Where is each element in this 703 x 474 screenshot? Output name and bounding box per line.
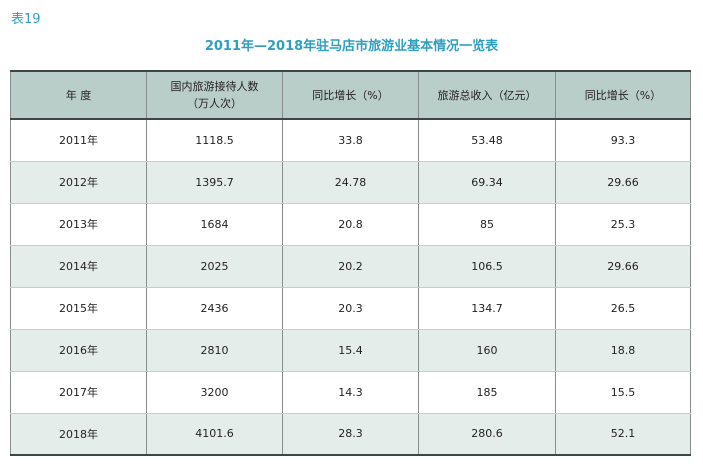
table-row: 2014年 2025 20.2 106.5 29.66	[10, 245, 691, 288]
cell-year: 2014年	[10, 245, 147, 288]
header-visitors-line1: 国内旅游接待人数	[170, 80, 259, 93]
cell-visitors: 3200	[146, 371, 283, 414]
table-number-label: 表19	[11, 12, 41, 27]
cell-visitors-growth: 20.8	[282, 203, 419, 246]
cell-revenue: 85	[418, 203, 556, 246]
table-row: 2017年 3200 14.3 185 15.5	[10, 371, 691, 414]
cell-revenue-growth: 52.1	[555, 413, 691, 456]
cell-visitors-growth: 28.3	[282, 413, 419, 456]
header-revenue: 旅游总收入（亿元）	[418, 70, 556, 120]
cell-visitors: 2025	[146, 245, 283, 288]
cell-revenue-growth: 93.3	[555, 119, 691, 162]
table-header-row: 年 度 国内旅游接待人数 （万人次） 同比增长（%） 旅游总收入（亿元） 同比增…	[10, 70, 691, 120]
cell-revenue: 280.6	[418, 413, 556, 456]
table-row: 2012年 1395.7 24.78 69.34 29.66	[10, 161, 691, 204]
cell-revenue: 185	[418, 371, 556, 414]
cell-visitors: 1118.5	[146, 119, 283, 162]
table-row: 2013年 1684 20.8 85 25.3	[10, 203, 691, 246]
table-row: 2018年 4101.6 28.3 280.6 52.1	[10, 413, 691, 456]
cell-revenue-growth: 25.3	[555, 203, 691, 246]
cell-revenue-growth: 15.5	[555, 371, 691, 414]
cell-revenue: 134.7	[418, 287, 556, 330]
table-title: 2011年—2018年驻马店市旅游业基本情况一览表	[204, 39, 499, 54]
cell-visitors: 1395.7	[146, 161, 283, 204]
cell-visitors-growth: 24.78	[282, 161, 419, 204]
table-row: 2016年 2810 15.4 160 18.8	[10, 329, 691, 372]
cell-revenue: 106.5	[418, 245, 556, 288]
cell-year: 2011年	[10, 119, 147, 162]
header-visitors: 国内旅游接待人数 （万人次）	[146, 70, 283, 120]
table-row: 2015年 2436 20.3 134.7 26.5	[10, 287, 691, 330]
cell-visitors-growth: 20.2	[282, 245, 419, 288]
cell-revenue-growth: 29.66	[555, 245, 691, 288]
header-visitors-line2: （万人次）	[187, 97, 242, 110]
cell-revenue: 53.48	[418, 119, 556, 162]
tourism-data-table: 年 度 国内旅游接待人数 （万人次） 同比增长（%） 旅游总收入（亿元） 同比增…	[10, 70, 691, 456]
cell-year: 2017年	[10, 371, 147, 414]
cell-revenue-growth: 26.5	[555, 287, 691, 330]
cell-revenue-growth: 29.66	[555, 161, 691, 204]
cell-revenue: 160	[418, 329, 556, 372]
header-year: 年 度	[10, 70, 147, 120]
cell-visitors-growth: 33.8	[282, 119, 419, 162]
cell-year: 2016年	[10, 329, 147, 372]
header-visitors-growth: 同比增长（%）	[282, 70, 419, 120]
cell-year: 2015年	[10, 287, 147, 330]
cell-visitors-growth: 20.3	[282, 287, 419, 330]
cell-year: 2012年	[10, 161, 147, 204]
table-row: 2011年 1118.5 33.8 53.48 93.3	[10, 119, 691, 162]
cell-visitors-growth: 14.3	[282, 371, 419, 414]
cell-visitors: 4101.6	[146, 413, 283, 456]
cell-visitors: 1684	[146, 203, 283, 246]
header-revenue-growth: 同比增长（%）	[555, 70, 691, 120]
cell-visitors: 2436	[146, 287, 283, 330]
cell-visitors: 2810	[146, 329, 283, 372]
cell-revenue: 69.34	[418, 161, 556, 204]
cell-visitors-growth: 15.4	[282, 329, 419, 372]
cell-revenue-growth: 18.8	[555, 329, 691, 372]
cell-year: 2018年	[10, 413, 147, 456]
cell-year: 2013年	[10, 203, 147, 246]
